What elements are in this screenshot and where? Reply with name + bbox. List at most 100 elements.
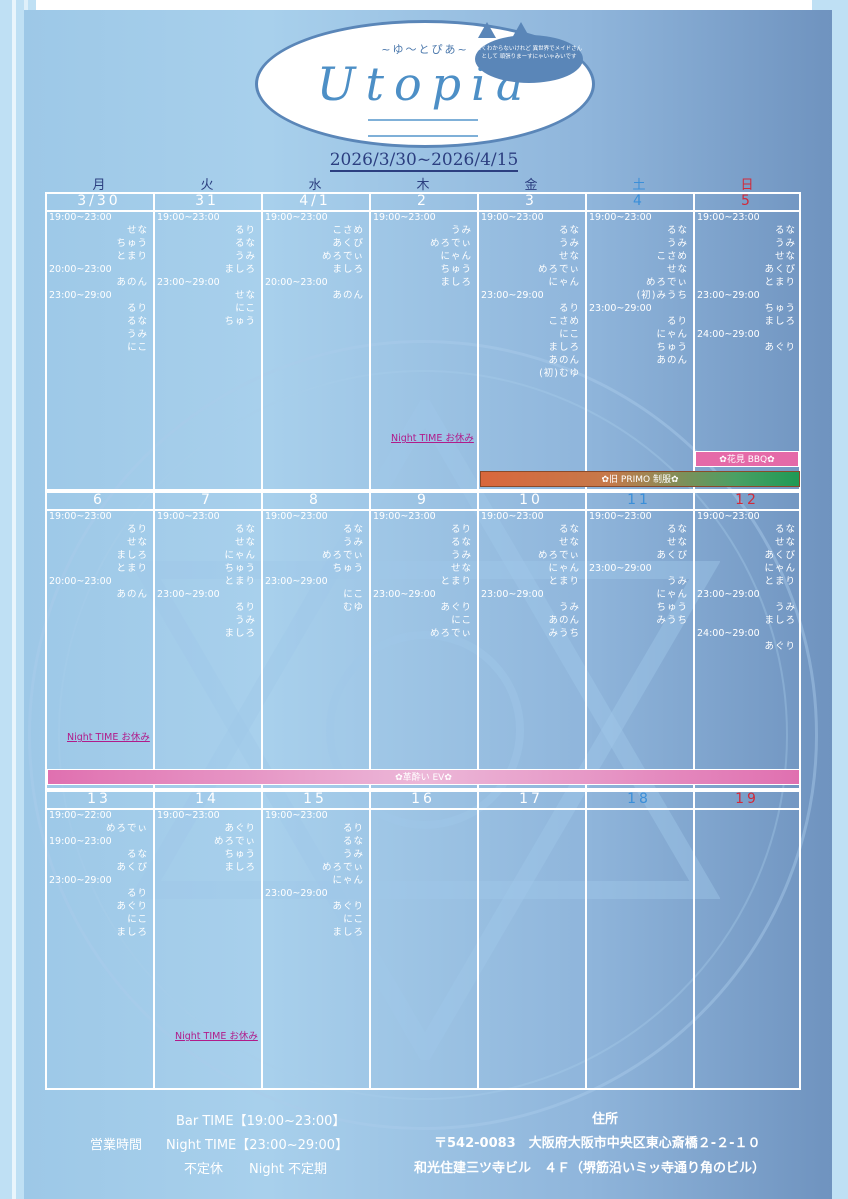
staff-name: ましろ <box>764 316 796 327</box>
staff-name: にこ <box>343 589 364 600</box>
staff-name: めろでぃ <box>537 264 580 275</box>
staff-name: うみ <box>450 225 472 236</box>
shift-time: 23:00~29:00 <box>697 290 760 301</box>
staff-name: るな <box>774 524 796 535</box>
day-number: 6 <box>93 492 105 508</box>
day-number: 5 <box>741 193 753 209</box>
shift-time: 23:00~29:00 <box>265 888 328 899</box>
shift-time: 19:00~23:00 <box>589 212 652 223</box>
staff-name: にゃん <box>440 251 472 262</box>
staff-name: るな <box>126 849 148 860</box>
staff-name: るり <box>666 316 688 327</box>
weekday-label: 日 <box>740 178 754 193</box>
staff-name: ちゅう <box>224 849 256 860</box>
staff-name: あぐり <box>116 901 148 912</box>
day-number: 13 <box>87 791 111 807</box>
staff-name: にゃん <box>548 563 580 574</box>
staff-name: にこ <box>559 329 580 340</box>
grid-divider <box>585 792 587 1088</box>
shift-time: 19:00~23:00 <box>373 212 436 223</box>
day-number: 7 <box>201 492 213 508</box>
grid-divider <box>153 194 155 489</box>
staff-name: うみ <box>666 238 688 249</box>
staff-name: ましろ <box>764 615 796 626</box>
staff-name: とまり <box>764 277 796 288</box>
shift-time: 19:00~22:00 <box>49 810 112 821</box>
staff-name: にゃん <box>764 563 796 574</box>
staff-name: とまり <box>224 576 256 587</box>
staff-name: にこ <box>451 615 472 626</box>
cat-ear-right-icon <box>512 22 530 38</box>
weekday-label: 金 <box>524 178 538 193</box>
staff-name: あのん <box>548 615 580 626</box>
shift-time: 20:00~23:00 <box>49 264 112 275</box>
bar-time: Bar TIME【19:00~23:00】 <box>176 1114 346 1129</box>
staff-name: あぐり <box>764 342 796 353</box>
shift-time: 23:00~29:00 <box>481 589 544 600</box>
grid-divider <box>369 792 371 1088</box>
shift-time: 19:00~23:00 <box>265 212 328 223</box>
address-label: 住所 <box>592 1112 619 1127</box>
staff-name: みうち <box>656 615 688 626</box>
staff-name: めろでぃ <box>321 251 364 262</box>
staff-name: ちゅう <box>332 563 364 574</box>
staff-name: せな <box>558 251 580 262</box>
staff-name: ちゅう <box>116 238 148 249</box>
day-number: 18 <box>627 791 651 807</box>
staff-name: うみ <box>558 238 580 249</box>
staff-name: めろでぃ <box>645 277 688 288</box>
day-cell: 19:00~23:00 るな うみ こさめ せな めろでぃ (初)みうち 23:00~29:0… <box>587 211 691 367</box>
staff-name: るな <box>558 524 580 535</box>
primo-uniform-event: ✿旧 PRIMO 制服✿ <box>480 471 800 487</box>
staff-name: あくび <box>764 264 796 275</box>
staff-name: めろでぃ <box>321 550 364 561</box>
day-number: 8 <box>309 492 321 508</box>
staff-name: あくび <box>116 862 148 873</box>
day-number: 15 <box>303 791 327 807</box>
shift-time: 19:00~23:00 <box>157 810 220 821</box>
staff-name: にこ <box>343 914 364 925</box>
staff-name: ましろ <box>548 342 580 353</box>
day-cell: 19:00~23:00 るな うみ めろでぃ ちゅう 23:00~29:00 にこ むゆ <box>263 510 367 614</box>
day-number: 12 <box>735 492 759 508</box>
shift-time: 19:00~23:00 <box>265 511 328 522</box>
grid-divider <box>477 194 479 489</box>
staff-name: せな <box>126 225 148 236</box>
grid-divider <box>261 792 263 1088</box>
staff-name: にゃん <box>548 277 580 288</box>
shift-time: 23:00~29:00 <box>589 303 652 314</box>
staff-name: にこ <box>127 914 148 925</box>
staff-name: にこ <box>235 303 256 314</box>
staff-name: うみ <box>126 329 148 340</box>
staff-name: うみ <box>234 615 256 626</box>
staff-name: あぐり <box>224 823 256 834</box>
staff-name: みうち <box>548 628 580 639</box>
staff-name: るな <box>558 225 580 236</box>
day-cell: 19:00~23:00 るな せな あくび にゃん とまり 23:00~29:00 うみ ましろ… <box>695 510 799 653</box>
night-off-note: Night TIME お休み <box>391 433 474 444</box>
week-grid <box>45 192 801 491</box>
day-cell: 19:00~23:00 るな せな あくび 23:00~29:00 うみ にゃん ちゅう みうち <box>587 510 691 627</box>
grid-divider <box>477 493 479 788</box>
staff-name: とまり <box>764 576 796 587</box>
day-cell: 19:00~23:00 るな せな にゃん ちゅう とまり 23:00~29:00 るり うみま… <box>155 510 259 640</box>
irregular-holidays: 不定休 Night 不定期 <box>184 1162 328 1177</box>
staff-name: にゃん <box>332 875 364 886</box>
weekday-label: 月 <box>92 178 106 193</box>
staff-name: うみ <box>234 251 256 262</box>
staff-name: るな <box>342 836 364 847</box>
hexagram-decoration <box>130 400 720 1060</box>
staff-name: ましろ <box>440 277 472 288</box>
grid-divider <box>153 792 155 1088</box>
staff-name: めろでぃ <box>321 862 364 873</box>
cat-ear-left-icon <box>478 22 496 38</box>
speech-bubble: よくわからないけれど 異世界でメイドさんとして 頑張りまーすにゃいゃみいです <box>475 35 583 83</box>
shift-time: 20:00~23:00 <box>49 576 112 587</box>
staff-name: (初)むゆ <box>539 368 580 379</box>
staff-name: にゃん <box>656 329 688 340</box>
staff-name: ましろ <box>332 927 364 938</box>
staff-name: あのん <box>116 589 148 600</box>
ev-event: ✿革酔い EV✿ <box>47 769 800 785</box>
staff-name: こさめ <box>548 316 580 327</box>
staff-name: あのん <box>548 355 580 366</box>
